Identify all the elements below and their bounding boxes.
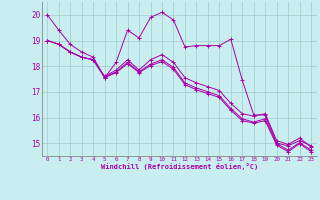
- X-axis label: Windchill (Refroidissement éolien,°C): Windchill (Refroidissement éolien,°C): [100, 163, 258, 170]
